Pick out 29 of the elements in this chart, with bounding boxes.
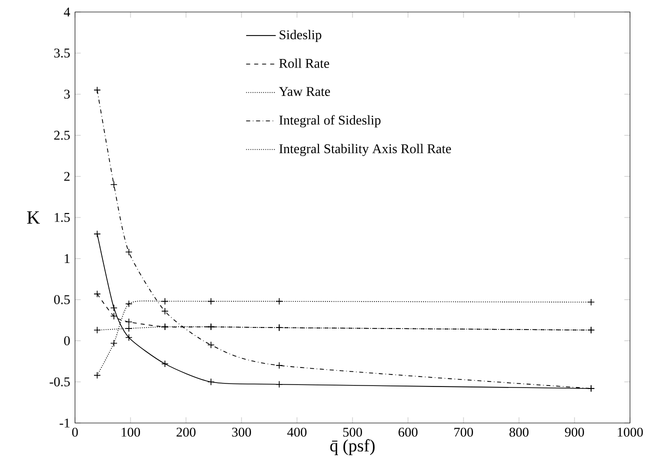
y-tick-label: 4	[64, 8, 70, 16]
x-tick-label: 300	[232, 428, 252, 437]
y-axis-title: K	[27, 211, 40, 224]
x-tick-label: 500	[343, 428, 362, 437]
y-tick-label: -0.5	[50, 377, 70, 386]
legend-label: Roll Rate	[279, 58, 330, 68]
x-tick-label: 700	[454, 428, 474, 437]
x-axis-title: q̄ (psf)	[330, 439, 375, 456]
x-tick-label: 100	[122, 428, 140, 437]
legend-label: Integral of Sideslip	[279, 115, 381, 128]
y-tick-label: 3	[64, 90, 70, 99]
x-tick-label: 900	[564, 428, 584, 437]
y-tick-label: -1	[60, 418, 70, 428]
legend-label: Integral Stability Axis Roll Rate	[279, 144, 451, 156]
y-tick-label: 0.5	[54, 295, 70, 304]
x-tick-label: 800	[510, 428, 529, 437]
x-tick-label: 0	[72, 428, 78, 437]
x-tick-label: 1000	[618, 428, 643, 437]
y-tick-label: 2	[64, 172, 70, 181]
y-tick-label: 1.5	[54, 212, 70, 222]
legend-label: Yaw Rate	[278, 87, 330, 96]
y-tick-label: 3.5	[54, 48, 70, 58]
legend-label: Sideslip	[280, 30, 322, 42]
x-tick-label: 600	[398, 428, 418, 437]
y-tick-label: 2.5	[54, 130, 70, 140]
y-tick-label: 0	[64, 336, 70, 346]
y-tick-label: 1	[64, 254, 70, 263]
x-tick-label: 400	[287, 428, 307, 437]
x-tick-label: 200	[176, 428, 196, 437]
